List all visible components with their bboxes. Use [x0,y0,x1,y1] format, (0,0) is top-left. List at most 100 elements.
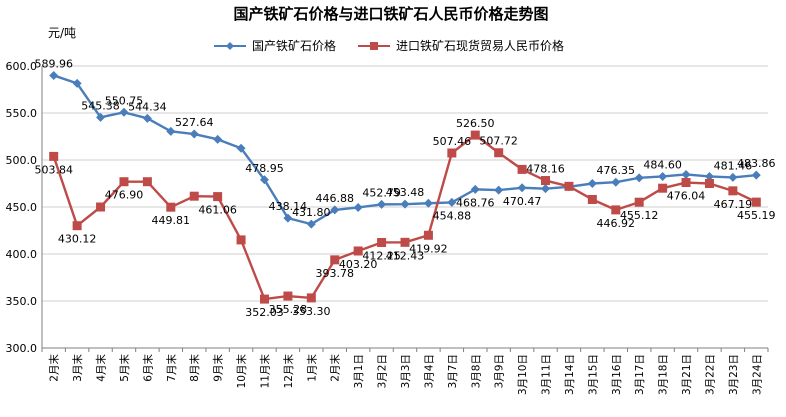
legend-item-domestic: 国产铁矿石价格 [214,38,336,53]
data-point-domestic [751,170,761,180]
data-point-imported [587,194,597,204]
data-point-domestic [517,183,527,193]
legend-item-imported: 进口铁矿石现货贸易人民币价格 [358,38,564,53]
y-tick-label: 450.0 [6,201,38,214]
x-tick-label: 3月2日 [377,354,389,388]
x-tick-label: 3月11日 [541,354,553,395]
x-tick-label: 5月末 [118,354,131,382]
data-point-imported [447,148,457,158]
data-point-imported [306,293,316,303]
data-label-imported: 461.06 [198,204,237,217]
data-point-domestic [634,173,644,183]
data-point-domestic [728,172,738,182]
data-label-domestic: 527.64 [175,116,214,129]
data-label-imported: 476.90 [105,189,144,202]
data-label-domestic: 589.96 [34,57,73,70]
data-point-domestic [423,198,433,208]
data-label-imported: 449.81 [152,214,191,227]
x-tick-label: 3月8日 [470,354,482,388]
data-point-domestic [49,70,59,80]
data-label-imported: 355.28 [269,303,308,316]
axes [41,66,769,352]
data-label-imported: 507.46 [433,135,472,148]
data-label-domestic: 438.14 [269,200,308,213]
data-label-domestic: 454.88 [433,209,472,222]
data-point-imported [704,179,714,188]
data-point-domestic [119,107,129,117]
x-tick-label: 3月24日 [751,354,763,395]
data-point-imported [541,176,551,186]
data-point-imported [517,164,527,174]
data-point-imported [119,177,129,187]
x-tick-label: 3月22日 [704,354,716,395]
x-tick-label: 7月末 [165,354,178,382]
data-label-imported: 455.12 [620,209,659,222]
data-label-imported: 446.92 [597,217,636,230]
data-point-imported [49,151,59,161]
x-tick-label: 9月末 [212,354,225,382]
data-point-imported [353,246,363,256]
data-label-domestic: 550.75 [105,94,144,107]
data-point-domestic [306,219,316,229]
data-label-domestic: 431.80 [292,206,331,219]
x-tick-label: 3月16日 [611,354,623,395]
data-point-imported [658,183,668,193]
x-tick-label: 3月3日 [400,354,412,388]
data-label-imported: 467.19 [714,198,753,211]
data-point-imported [470,130,480,140]
data-label-imported: 526.50 [456,117,495,130]
x-tick-label: 3月10日 [517,354,529,395]
x-tick-labels: 2月末 3月末 4月末 5月末 6月末 7月末 8月末 9月末 10月末 11月末 12月末 1月末 2… [48,354,764,396]
data-label-domestic: 481.46 [714,159,753,172]
data-point-domestic [236,143,246,153]
y-tick-label: 600.0 [6,60,38,73]
data-label-imported: 353.30 [292,305,331,318]
x-tick-label: 3月21日 [681,354,693,395]
data-point-domestic [96,112,106,122]
data-point-domestic [353,202,363,212]
y-tick-label: 350.0 [6,295,38,308]
data-point-domestic [611,177,621,187]
data-point-domestic [189,129,199,139]
data-point-imported [330,255,340,265]
data-point-domestic [494,185,504,195]
data-label-domestic: 468.76 [456,196,495,209]
data-point-imported [377,237,387,247]
x-tick-label: 6月末 [141,354,154,382]
data-point-domestic [72,78,82,88]
data-point-domestic [658,171,668,181]
data-point-domestic [447,197,457,207]
data-label-domestic: 470.47 [503,195,542,208]
y-tick-label: 550.0 [6,107,38,120]
data-point-domestic [681,169,691,179]
x-tick-label: 3月1日 [353,354,365,388]
data-label-imported: 503.84 [34,163,73,176]
data-label-imported: 507.72 [479,135,518,148]
data-point-imported [423,230,433,240]
data-point-domestic [541,184,551,194]
x-tick-label: 12月末 [282,354,295,389]
data-point-domestic [400,199,410,209]
x-tick-label: 3月末 [71,354,84,382]
data-point-imported [400,237,410,247]
data-point-imported [189,191,199,201]
data-point-domestic [213,134,223,144]
data-label-imported: 476.04 [667,190,706,203]
y-axis-unit-label: 元/吨 [48,26,76,40]
data-point-imported [564,181,574,191]
legend-label-imported: 进口铁矿石现货贸易人民币价格 [396,38,564,53]
data-label-domestic: 545.38 [81,99,120,112]
y-tick-labels: 300.0 350.0 400.0 450.0 500.0 550.0 600.0 [6,60,38,355]
data-label-domestic: 453.48 [386,186,425,199]
x-tick-label: 10月末 [235,354,248,389]
data-point-imported [611,205,621,215]
data-point-domestic [142,113,152,123]
y-tick-label: 500.0 [6,154,38,167]
data-label-domestic: 484.60 [643,158,682,171]
x-tick-label: 11月末 [258,354,271,389]
data-point-domestic [259,175,269,185]
x-tick-label: 3月4日 [423,354,435,388]
data-point-imported [236,235,246,245]
legend: 国产铁矿石价格 进口铁矿石现货贸易人民币价格 [214,38,564,53]
